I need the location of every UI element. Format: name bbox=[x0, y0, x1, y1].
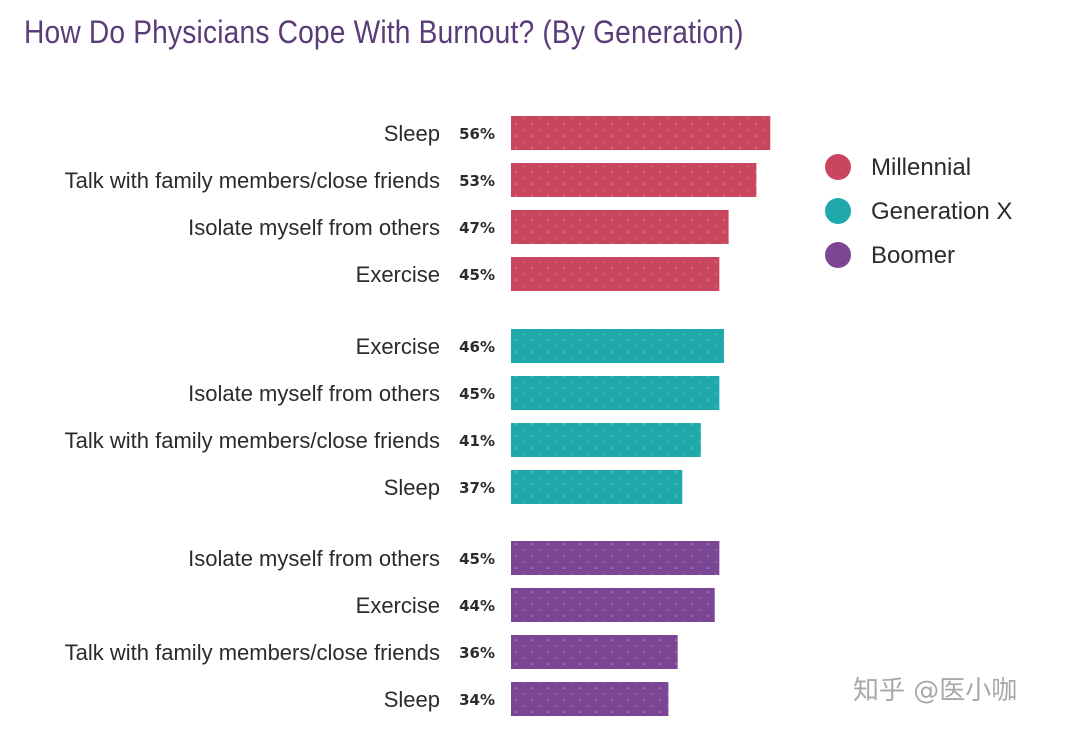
bar-texture bbox=[511, 116, 771, 150]
value-label: 53% bbox=[459, 172, 495, 190]
category-label: Isolate myself from others bbox=[188, 215, 440, 240]
bar-texture bbox=[511, 163, 757, 197]
bar-texture bbox=[511, 329, 724, 363]
value-label: 56% bbox=[459, 125, 495, 143]
series-millennial: Sleep 56% Talk with family members/close f… bbox=[65, 116, 771, 291]
bars-layer: Sleep 56% Talk with family members/close f… bbox=[65, 116, 771, 716]
legend-label: Generation X bbox=[871, 198, 1012, 225]
legend-swatch bbox=[825, 198, 851, 224]
bar-texture bbox=[511, 210, 729, 244]
category-label: Exercise bbox=[356, 262, 440, 287]
category-label: Talk with family members/close friends bbox=[65, 428, 440, 453]
bar-texture bbox=[511, 682, 669, 716]
category-label: Talk with family members/close friends bbox=[65, 640, 440, 665]
legend-item-generation-x: Generation X bbox=[825, 198, 1012, 225]
category-label: Isolate myself from others bbox=[188, 546, 440, 571]
bar-texture bbox=[511, 376, 720, 410]
bar-texture bbox=[511, 541, 720, 575]
value-label: 34% bbox=[459, 691, 495, 709]
category-label: Isolate myself from others bbox=[188, 381, 440, 406]
value-label: 46% bbox=[459, 338, 495, 356]
category-label: Sleep bbox=[384, 475, 440, 500]
category-label: Sleep bbox=[384, 687, 440, 712]
category-label: Talk with family members/close friends bbox=[65, 168, 440, 193]
category-label: Exercise bbox=[356, 593, 440, 618]
value-label: 37% bbox=[459, 479, 495, 497]
legend-label: Millennial bbox=[871, 154, 971, 181]
series-generation-x: Exercise 46% Isolate myself from others 45%… bbox=[65, 329, 724, 504]
category-label: Sleep bbox=[384, 121, 440, 146]
value-label: 36% bbox=[459, 644, 495, 662]
legend-label: Boomer bbox=[871, 242, 955, 269]
watermark: 知乎 @医小咖 bbox=[853, 676, 1018, 706]
chart-title: How Do Physicians Cope With Burnout? (By… bbox=[24, 14, 744, 50]
bar-texture bbox=[511, 423, 701, 457]
value-label: 45% bbox=[459, 385, 495, 403]
value-label: 41% bbox=[459, 432, 495, 450]
series-boomer: Isolate myself from others 45% Exercise 44%… bbox=[65, 541, 720, 716]
legend-swatch bbox=[825, 154, 851, 180]
category-label: Exercise bbox=[356, 334, 440, 359]
bar-texture bbox=[511, 635, 678, 669]
legend: Millennial Generation X Boomer bbox=[825, 154, 1012, 269]
bar-texture bbox=[511, 257, 720, 291]
value-label: 47% bbox=[459, 219, 495, 237]
value-label: 44% bbox=[459, 597, 495, 615]
legend-item-millennial: Millennial bbox=[825, 154, 971, 181]
bar-texture bbox=[511, 588, 715, 622]
legend-item-boomer: Boomer bbox=[825, 242, 955, 269]
bar-texture bbox=[511, 470, 683, 504]
legend-swatch bbox=[825, 242, 851, 268]
value-label: 45% bbox=[459, 266, 495, 284]
value-label: 45% bbox=[459, 550, 495, 568]
